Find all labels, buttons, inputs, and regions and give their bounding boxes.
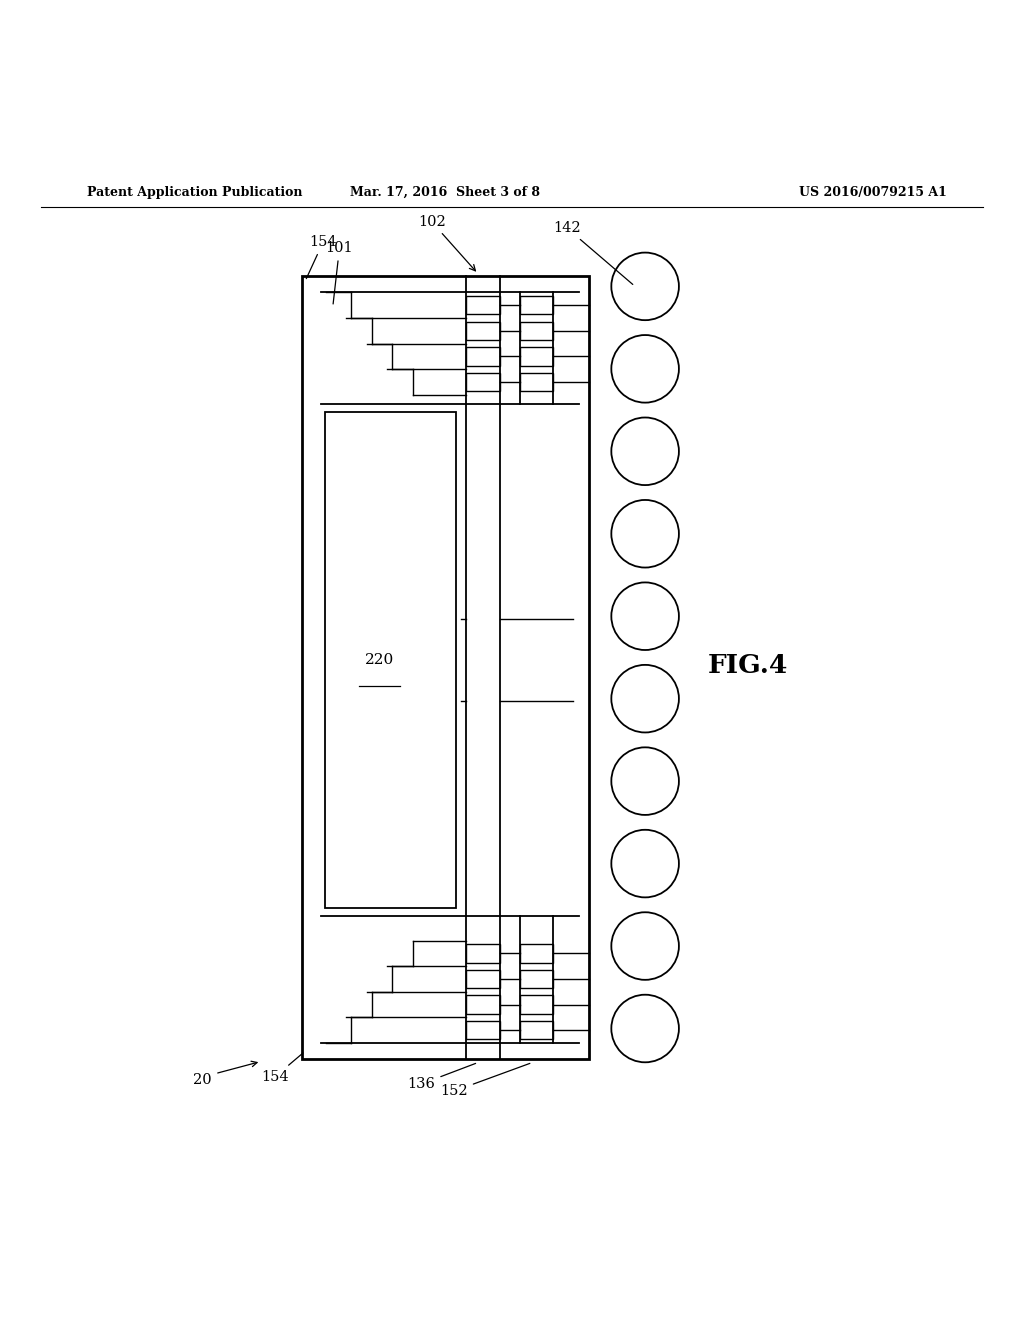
Text: 154: 154	[306, 235, 337, 279]
Bar	[466, 970, 500, 989]
Bar	[520, 296, 553, 314]
Text: US 2016/0079215 A1: US 2016/0079215 A1	[800, 186, 947, 198]
Circle shape	[611, 252, 679, 321]
Text: 20: 20	[194, 1073, 212, 1086]
Text: 152: 152	[440, 1064, 529, 1098]
Bar	[520, 944, 553, 962]
Bar	[520, 970, 553, 989]
Text: 154: 154	[261, 1053, 303, 1084]
Bar	[520, 372, 553, 391]
Bar	[520, 347, 553, 366]
Bar	[520, 995, 553, 1014]
Bar	[520, 322, 553, 341]
Circle shape	[611, 830, 679, 898]
Bar	[466, 372, 500, 391]
Circle shape	[611, 500, 679, 568]
Text: 136: 136	[408, 1064, 475, 1090]
Bar	[466, 296, 500, 314]
Text: FIG.4: FIG.4	[708, 652, 787, 677]
Bar	[466, 1020, 500, 1039]
Text: Patent Application Publication: Patent Application Publication	[87, 186, 302, 198]
Bar	[520, 1020, 553, 1039]
Text: Mar. 17, 2016  Sheet 3 of 8: Mar. 17, 2016 Sheet 3 of 8	[350, 186, 541, 198]
Circle shape	[611, 582, 679, 649]
Bar	[466, 995, 500, 1014]
Circle shape	[611, 335, 679, 403]
Circle shape	[611, 665, 679, 733]
Text: 101: 101	[326, 242, 353, 304]
Bar	[325, 412, 456, 908]
Bar	[302, 276, 589, 1060]
Bar	[466, 347, 500, 366]
Text: 102: 102	[418, 215, 475, 271]
Circle shape	[611, 995, 679, 1063]
Circle shape	[611, 912, 679, 979]
Circle shape	[611, 747, 679, 814]
Text: 142: 142	[553, 220, 633, 284]
Bar	[466, 944, 500, 962]
Text: 220: 220	[366, 653, 394, 667]
Circle shape	[611, 417, 679, 484]
Bar	[466, 322, 500, 341]
